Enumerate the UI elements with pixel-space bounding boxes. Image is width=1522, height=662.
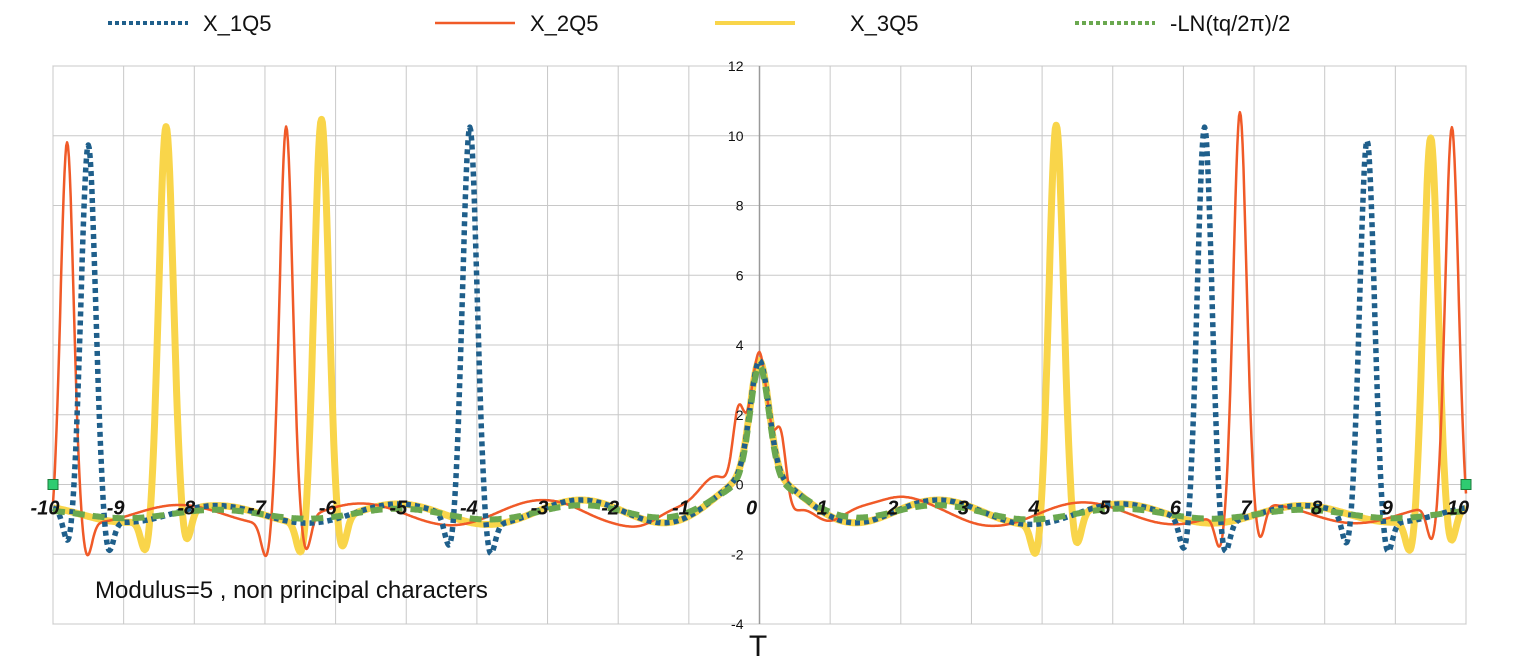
x-tick-label: -2: [601, 498, 619, 520]
axis-end-marker: [1460, 479, 1472, 490]
series-line-3: [50, 115, 1469, 557]
x-axis-label: T: [749, 630, 767, 662]
x-tick-label: -10: [31, 498, 60, 520]
legend-label: X_3Q5: [850, 11, 919, 36]
x-tick-label: -7: [248, 498, 267, 520]
x-tick-label: -5: [389, 498, 408, 520]
x-tick-label: -3: [531, 498, 549, 520]
x-tick-label: -9: [107, 498, 126, 520]
x-tick-label: 8: [1311, 498, 1323, 520]
x-tick-label: -4: [460, 498, 478, 520]
legend-label: X_1Q5: [203, 11, 272, 36]
y-tick-label: 4: [736, 337, 744, 353]
x-tick-label: 6: [1170, 498, 1182, 520]
x-tick-label: 4: [1028, 498, 1040, 520]
grid: [52, 65, 1467, 625]
y-tick-label: 12: [728, 58, 744, 74]
y-tick-labels: -4 -2 0 2 4 6 8 10 12: [728, 58, 744, 632]
x-tick-label: -1: [672, 498, 690, 520]
x-tick-label: 5: [1099, 498, 1111, 520]
x-tick-label: 2: [886, 498, 898, 520]
y-tick-label: 0: [736, 477, 744, 493]
x-tick-label: 10: [1447, 498, 1469, 520]
x-tick-labels: -10 -9 -8 -7 -6 -5 -4 -3 -2 -1 0 1 2 3 4 5 6 7 8 9 10: [31, 498, 1470, 520]
x-tick-label: -6: [319, 498, 338, 520]
x-tick-label: 3: [958, 498, 969, 520]
series-line-2: [51, 110, 1468, 558]
y-tick-label: 8: [736, 198, 744, 214]
legend-label: X_2Q5: [530, 11, 599, 36]
x-tick-label: 1: [817, 498, 828, 520]
y-tick-label: -4: [731, 616, 744, 632]
chart-annotation: Modulus=5 , non principal characters: [95, 577, 488, 604]
legend-label: -LN(tq/2π)/2: [1170, 11, 1290, 36]
x-tick-label: -8: [177, 498, 196, 520]
series-layer: [50, 110, 1469, 558]
y-tick-label: 2: [736, 407, 744, 423]
marker-layer: [47, 479, 1472, 490]
legend: X_1Q5 X_2Q5 X_3Q5 -LN(tq/2π)/2: [108, 11, 1290, 36]
y-tick-label: 10: [728, 128, 744, 144]
y-tick-label: 6: [736, 267, 744, 283]
axis-end-marker: [47, 479, 59, 490]
series-line-1: [51, 124, 1468, 557]
y-tick-label: -2: [731, 546, 744, 562]
x-tick-label: 7: [1240, 498, 1252, 520]
x-tick-label: 0: [746, 498, 757, 520]
x-tick-label: 9: [1382, 498, 1394, 520]
